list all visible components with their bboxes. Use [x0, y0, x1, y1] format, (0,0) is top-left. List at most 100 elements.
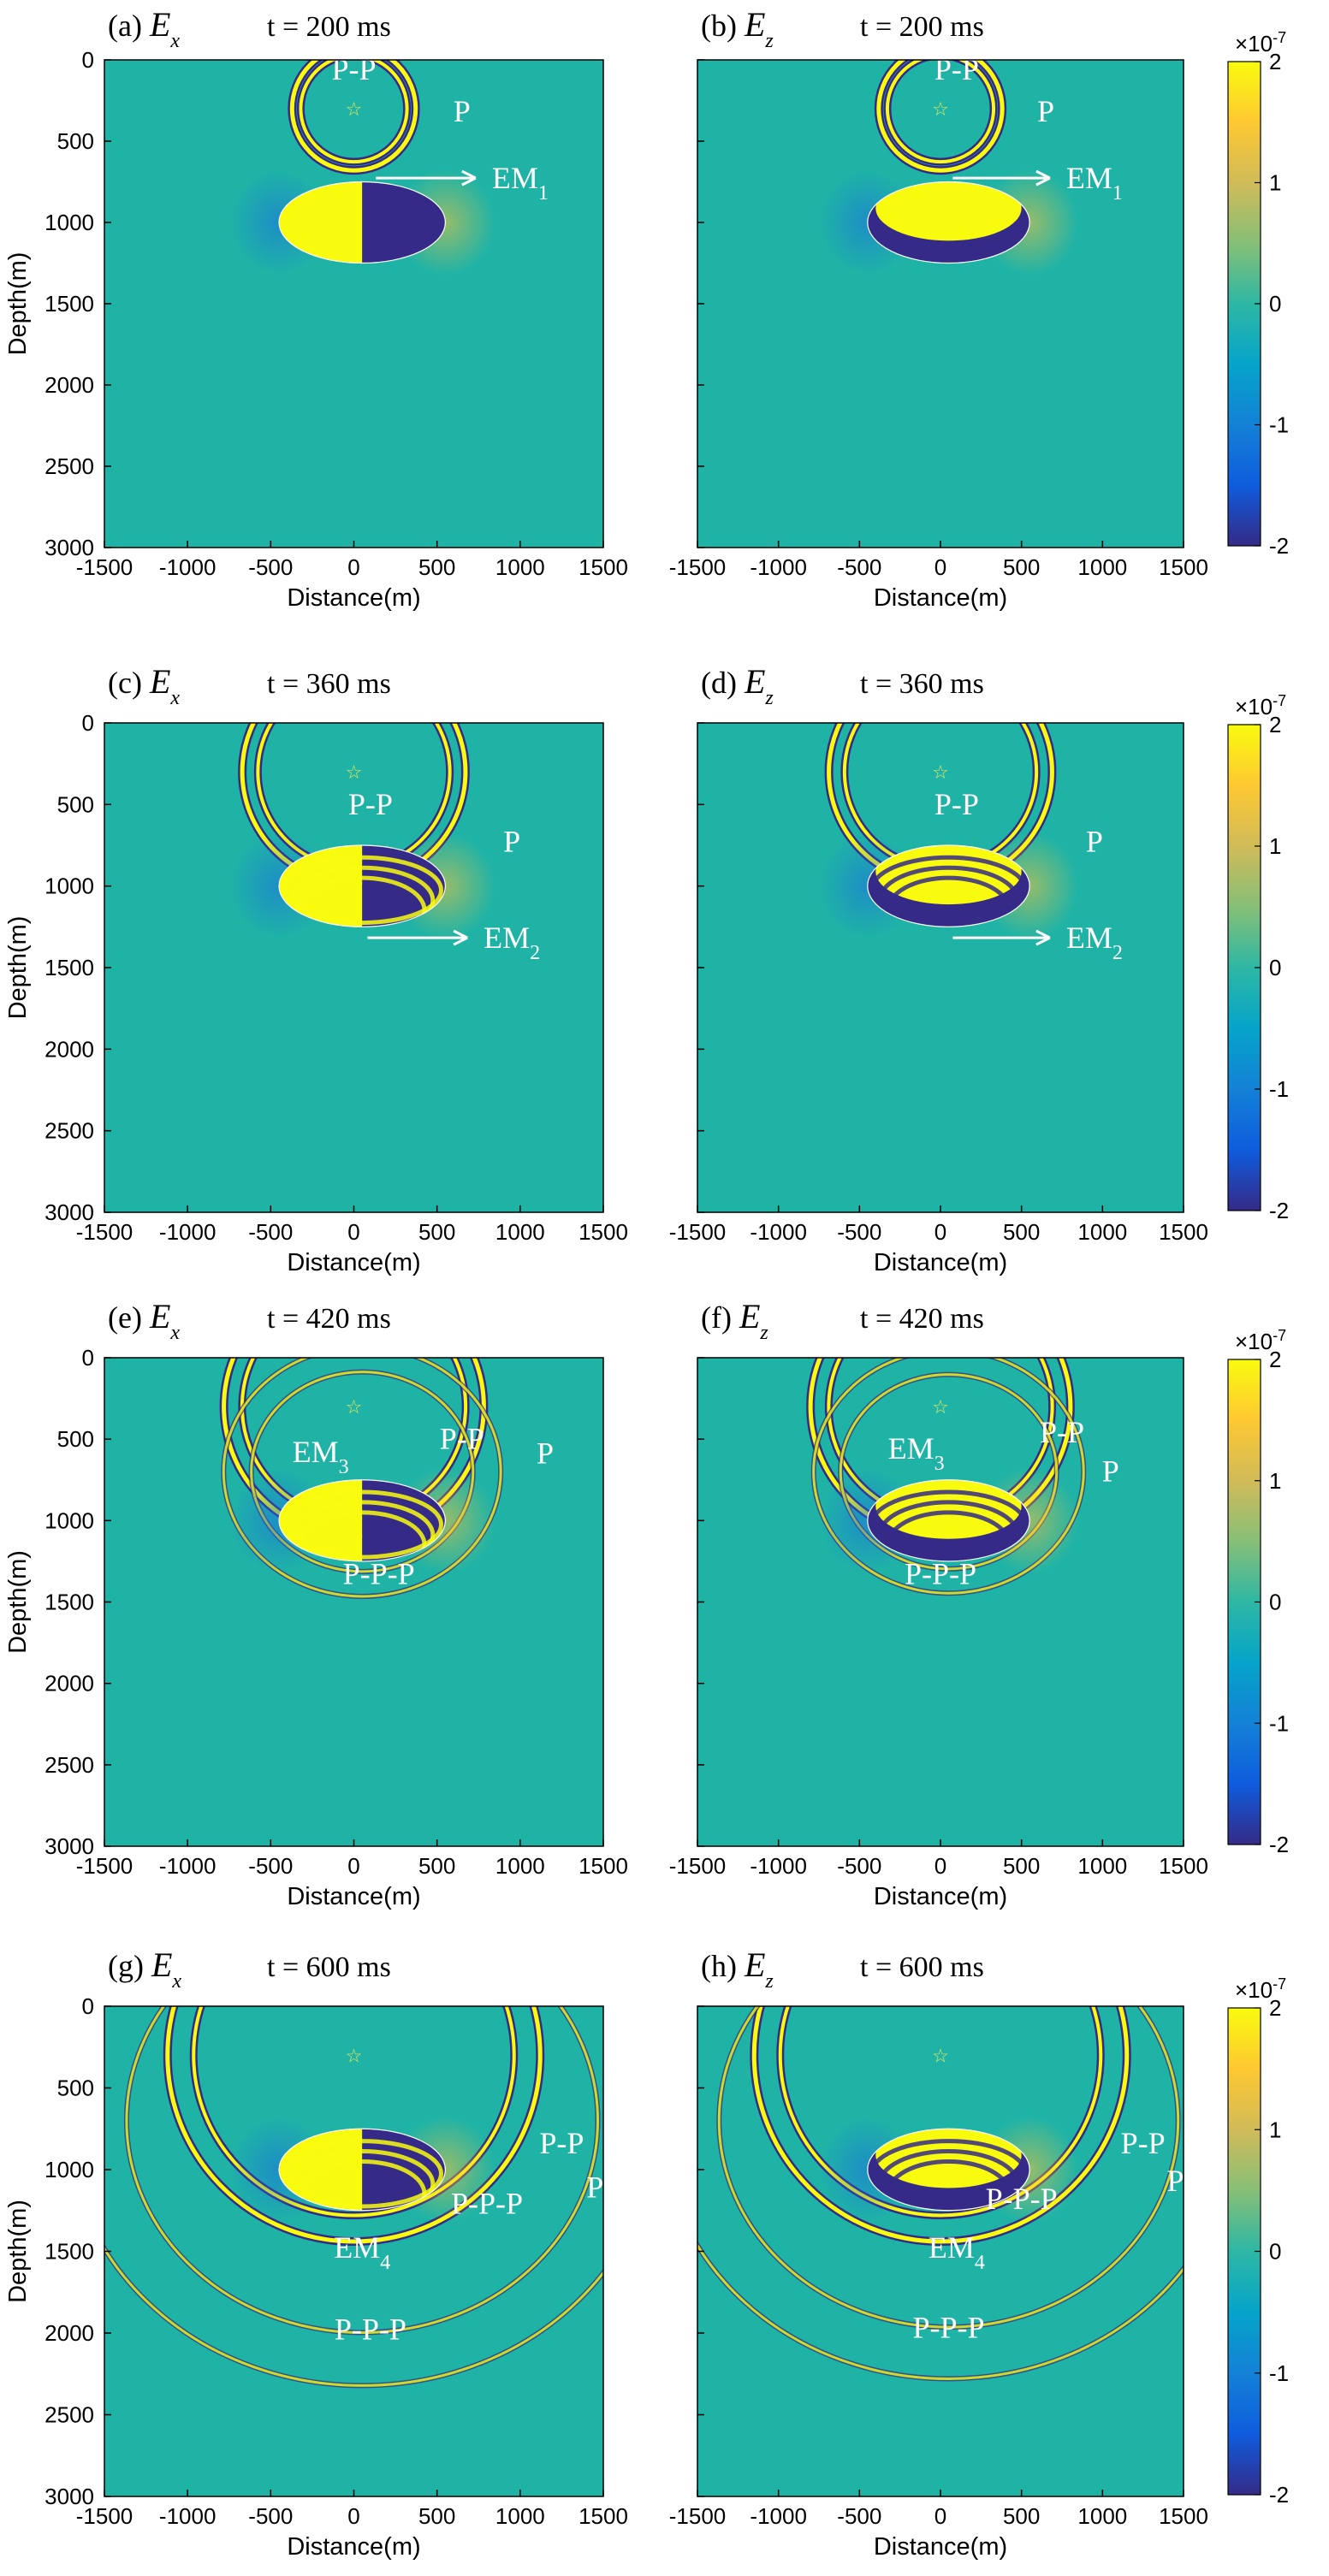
colorbar-tick-label: 0: [1269, 291, 1281, 317]
annotation-subscript: 3: [339, 1456, 349, 1478]
internal-reverberation: [885, 875, 1012, 927]
y-tick-label: 1500: [44, 2239, 94, 2265]
x-tick-label: -500: [248, 554, 293, 580]
colorbar-tick-label: -2: [1269, 1832, 1289, 1857]
y-tick-label: 2000: [44, 2320, 94, 2346]
reflected-front: [812, 1358, 1085, 1595]
annotation-label: P: [1167, 2164, 1184, 2198]
annotation-label: P-P-P: [905, 1557, 976, 1591]
wavefield: [228, 723, 495, 939]
annotation-label: P-P: [1040, 1415, 1084, 1449]
field-component: x: [169, 1322, 180, 1344]
time-label: t = 420 ms: [860, 1303, 984, 1335]
annotation-label: P-P-P: [451, 2187, 523, 2221]
internal-reverberation: [281, 855, 444, 926]
source-star-icon: ☆: [932, 99, 949, 121]
wavefield: [819, 60, 1078, 275]
internal-reverberation: [869, 855, 1028, 926]
time-label: t = 420 ms: [267, 1303, 391, 1335]
y-tick-label: 0: [82, 1993, 94, 2019]
reflected-front: [125, 2006, 599, 2334]
anomaly-boundary: [867, 1479, 1030, 1562]
time-label: t = 200 ms: [860, 11, 984, 43]
wavefield: [104, 2006, 603, 2389]
panel-label: (h) Ez: [701, 1945, 774, 1993]
plot-background: [697, 2006, 1184, 2496]
annotation-label: P-P-P: [335, 2312, 406, 2347]
y-tick-label: 3000: [44, 1199, 94, 1225]
x-tick-label: 1000: [495, 2503, 545, 2529]
annotation-label: P: [1102, 1454, 1119, 1489]
x-tick-label: 1500: [1159, 1853, 1208, 1879]
colorbar-exponent-power: -7: [1273, 692, 1286, 709]
annotation-arrowhead: [453, 929, 468, 946]
colorbar-tick-label: 0: [1269, 2239, 1281, 2265]
colorbar: 210-1-2×10-7: [1227, 29, 1289, 559]
y-tick-label: 500: [57, 1426, 94, 1452]
field-symbol: E: [151, 1945, 172, 1984]
field-symbol: E: [149, 662, 170, 701]
y-axis-label: Depth(m): [4, 2200, 32, 2303]
field-component: z: [764, 1970, 774, 1993]
annotation-label: P: [537, 1436, 554, 1471]
plot-background: [104, 1358, 603, 1846]
x-axis-label: Distance(m): [874, 1883, 1007, 1910]
x-tick-label: -1500: [669, 2503, 727, 2529]
x-tick-label: -1000: [750, 1219, 807, 1245]
field-component: x: [169, 30, 180, 52]
y-tick-label: 500: [57, 2076, 94, 2101]
wavefield: [228, 60, 495, 275]
x-tick-label: -500: [837, 1853, 881, 1879]
x-axis-label: Distance(m): [287, 1883, 420, 1910]
internal-reverberation: [885, 1510, 1012, 1561]
panel-label: (d) Ez: [701, 662, 774, 709]
anomaly-body: [867, 844, 1030, 927]
y-tick-label: 2000: [44, 372, 94, 398]
x-tick-label: 500: [1003, 1853, 1040, 1879]
anomaly-boundary: [278, 844, 446, 927]
anomaly-body: [867, 181, 1030, 264]
anomaly-boundary: [867, 181, 1030, 264]
annotation-subscript: 2: [530, 942, 540, 964]
x-tick-label: -1500: [76, 1219, 133, 1245]
internal-reverberation: [289, 865, 436, 927]
x-tick-label: -500: [248, 1219, 293, 1245]
colorbar-tick-label: -2: [1269, 1198, 1289, 1223]
wavefront-bright: [876, 60, 1005, 173]
x-axis-label: Distance(m): [287, 1249, 420, 1276]
annotation-subscript: 2: [1112, 942, 1123, 964]
annotation-subscript: 4: [380, 2252, 390, 2274]
x-tick-label: 500: [1003, 1219, 1040, 1245]
wavefield: [697, 2006, 1184, 2382]
colorbar-tick-label: 2: [1269, 49, 1281, 74]
x-tick-label: -1000: [159, 1219, 217, 1245]
annotation-label: P-P: [934, 52, 979, 86]
panel-label: (c) Ex: [108, 662, 180, 709]
y-tick-label: 1500: [44, 291, 94, 317]
colorbar: 210-1-2×10-7: [1227, 1975, 1289, 2508]
colorbar-tick-label: -2: [1269, 533, 1289, 559]
annotation-arrowhead: [1035, 169, 1051, 187]
x-tick-label: 1500: [578, 2503, 628, 2529]
plot-background: [697, 723, 1184, 1212]
colorbar-exponent-power: -7: [1273, 1975, 1286, 1993]
x-tick-label: -1500: [669, 1853, 727, 1879]
x-tick-label: -1500: [76, 2503, 133, 2529]
x-tick-label: -1000: [159, 1853, 217, 1879]
y-tick-label: 0: [82, 47, 94, 73]
annotation-label: P: [454, 94, 471, 128]
x-tick-label: -1500: [76, 554, 133, 580]
field-component: x: [169, 687, 180, 709]
x-axis-label: Distance(m): [874, 2533, 1007, 2561]
x-tick-label: -500: [837, 2503, 881, 2529]
y-tick-label: 2500: [44, 1752, 94, 1778]
annotation-label: P: [586, 2170, 603, 2204]
x-tick-label: 1500: [578, 554, 628, 580]
source-star-icon: ☆: [932, 2046, 949, 2067]
x-tick-label: 0: [347, 1219, 359, 1245]
x-tick-label: 1500: [1159, 554, 1208, 580]
x-tick-label: -500: [248, 2503, 293, 2529]
x-tick-label: 1500: [578, 1853, 628, 1879]
